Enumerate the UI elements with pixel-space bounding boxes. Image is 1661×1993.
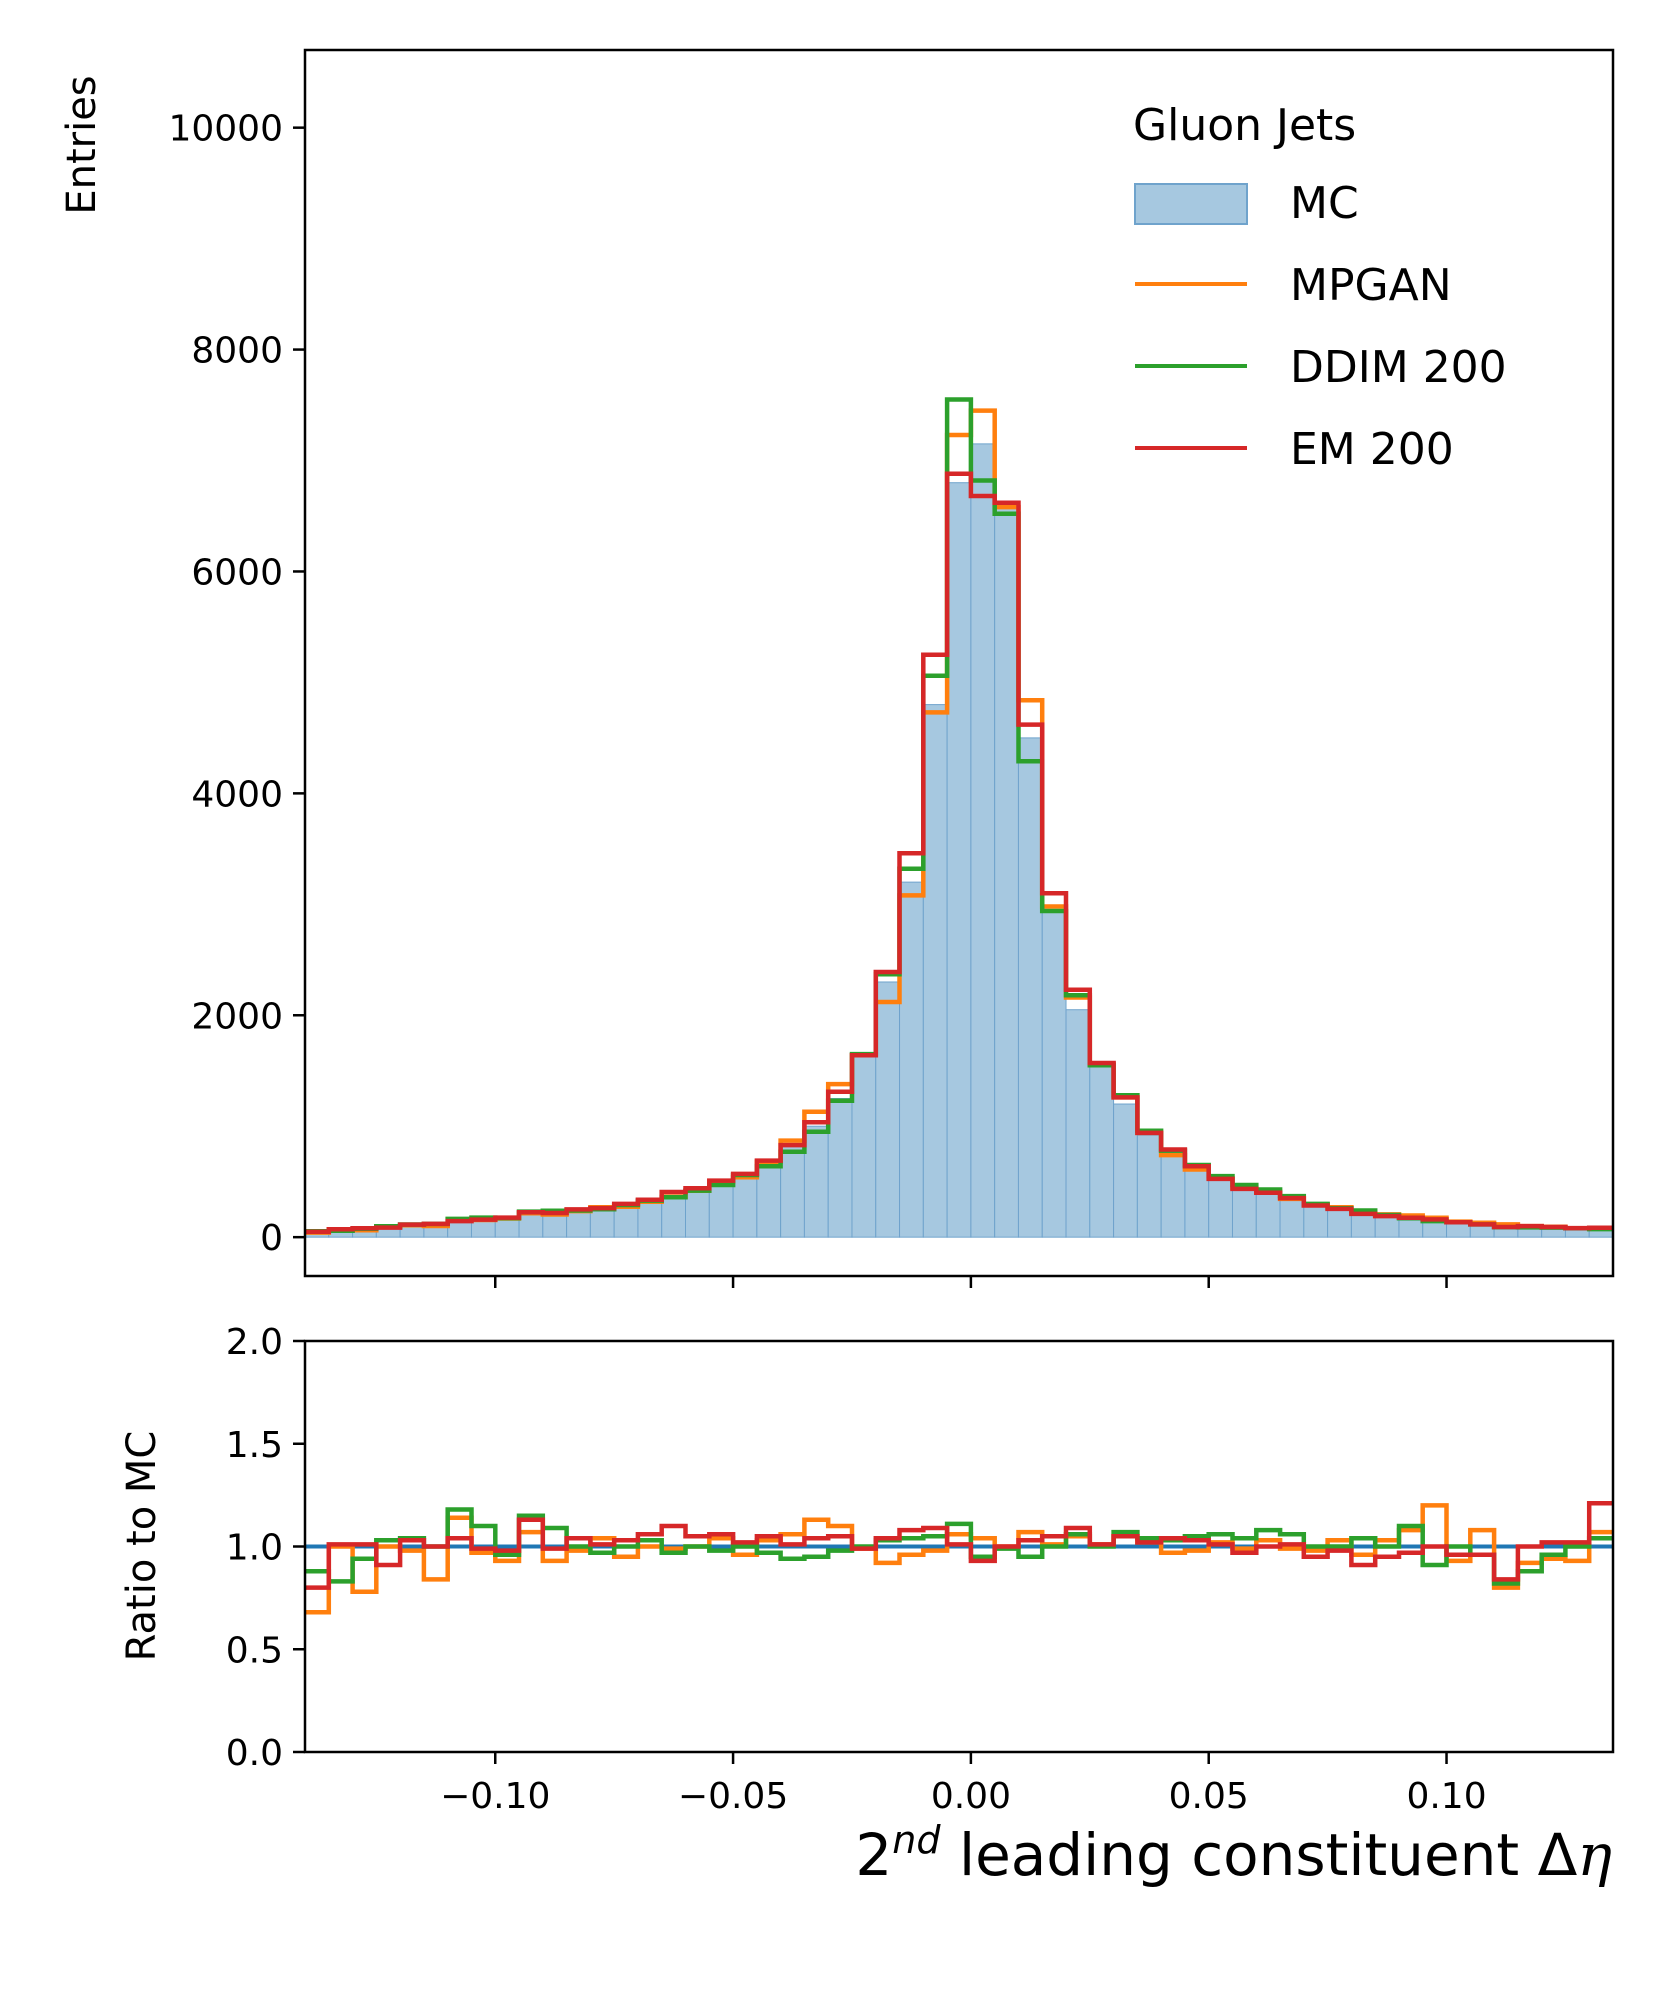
mc-histogram-bar bbox=[827, 1097, 853, 1238]
x-tick-label: 0.10 bbox=[1406, 1776, 1486, 1817]
ratio-y-ticks: 0.0 0.5 1.0 1.5 2.0 bbox=[226, 1322, 305, 1774]
ratio-plot-area bbox=[305, 1501, 1613, 1615]
mc-histogram-bar bbox=[1255, 1192, 1281, 1238]
mc-histogram-bar bbox=[613, 1204, 639, 1238]
y-tick-label: 0 bbox=[260, 1218, 283, 1259]
mc-histogram-bar bbox=[803, 1125, 829, 1238]
mc-histogram-bar bbox=[899, 881, 924, 1238]
mc-histogram-bar bbox=[589, 1207, 615, 1238]
y-tick-label: 4000 bbox=[191, 774, 283, 815]
y-tick-label: 8000 bbox=[191, 331, 283, 372]
y-tick-label: 10000 bbox=[168, 109, 283, 150]
mc-histogram-bar bbox=[1017, 737, 1043, 1238]
mc-histogram-bar bbox=[1065, 1009, 1091, 1238]
x-tick-label: 0.00 bbox=[931, 1776, 1011, 1817]
ratio-line-mpgan bbox=[305, 1503, 1613, 1615]
legend-label-mpgan: MPGAN bbox=[1290, 260, 1452, 311]
mc-histogram-bar bbox=[922, 704, 948, 1238]
mc-histogram-bar bbox=[1208, 1178, 1233, 1238]
main-y-axis-label: Entries bbox=[59, 75, 105, 214]
mc-histogram-bar bbox=[1041, 909, 1067, 1238]
mc-histogram-bar bbox=[1231, 1186, 1257, 1238]
mc-histogram-bar bbox=[946, 482, 972, 1238]
y-tick-label: 2.0 bbox=[226, 1322, 283, 1363]
y-tick-label: 2000 bbox=[191, 996, 283, 1037]
ratio-y-axis-label: Ratio to MC bbox=[119, 1431, 165, 1662]
mc-histogram-bar bbox=[994, 504, 1019, 1238]
mc-histogram-bar bbox=[447, 1221, 472, 1238]
main-plot-area bbox=[305, 397, 1613, 1238]
y-tick-label: 0.0 bbox=[226, 1733, 283, 1774]
legend-title: Gluon Jets bbox=[1133, 100, 1356, 151]
mc-histogram-bar bbox=[1303, 1203, 1329, 1238]
x-tick-label: −0.05 bbox=[678, 1776, 788, 1817]
mc-histogram-bar bbox=[518, 1214, 544, 1238]
mc-histogram-bar bbox=[780, 1145, 805, 1238]
main-y-ticks: 0 2000 4000 6000 8000 10000 bbox=[168, 109, 305, 1259]
mc-histogram-bar bbox=[1136, 1134, 1162, 1238]
mc-histogram-bar bbox=[708, 1183, 734, 1238]
mc-histogram-bar bbox=[732, 1174, 758, 1238]
mc-histogram-bar bbox=[1113, 1103, 1138, 1238]
mc-histogram-bar bbox=[1279, 1197, 1305, 1238]
series-line-em200 bbox=[305, 471, 1613, 1235]
legend-swatch-mc bbox=[1134, 183, 1248, 225]
x-tick-label: 0.05 bbox=[1169, 1776, 1249, 1817]
mc-histogram-bar bbox=[970, 443, 996, 1238]
ratio-panel: 0.0 0.5 1.0 1.5 2.0 −0.10 −0.05 0.00 0.05 0.10 R… bbox=[119, 1322, 1615, 1889]
mc-histogram-bar bbox=[851, 1053, 877, 1238]
y-tick-label: 1.0 bbox=[226, 1528, 283, 1569]
mc-histogram-bar bbox=[1184, 1167, 1210, 1238]
legend-label-em200: EM 200 bbox=[1290, 424, 1454, 475]
x-axis-label: 2nd leading constituent Δη bbox=[855, 1818, 1612, 1889]
mc-histogram-bar bbox=[1089, 1064, 1115, 1238]
y-tick-label: 0.5 bbox=[226, 1630, 283, 1671]
mc-histogram-bar bbox=[1160, 1152, 1186, 1238]
mc-histogram-bar bbox=[566, 1210, 591, 1238]
y-tick-label: 6000 bbox=[191, 552, 283, 593]
mc-histogram-bar bbox=[875, 981, 901, 1238]
legend-label-mc: MC bbox=[1290, 178, 1359, 229]
main-histogram-panel: 0 2000 4000 6000 8000 10000 Entries Gluon Jet… bbox=[59, 48, 1615, 1288]
main-axes-frame bbox=[303, 48, 1615, 1278]
y-tick-label: 1.5 bbox=[226, 1425, 283, 1466]
mc-histogram-bar bbox=[637, 1201, 663, 1238]
ratio-line-em200 bbox=[305, 1501, 1613, 1590]
legend-label-ddim200: DDIM 200 bbox=[1290, 342, 1507, 393]
mc-histogram-bar bbox=[1327, 1207, 1352, 1238]
ratio-line-ddim200 bbox=[305, 1507, 1613, 1586]
mc-histogram-bar bbox=[685, 1190, 710, 1238]
ratio-x-ticks: −0.10 −0.05 0.00 0.05 0.10 bbox=[440, 1752, 1487, 1817]
mc-histogram-bar bbox=[756, 1163, 782, 1238]
main-x-ticks bbox=[494, 1276, 1448, 1288]
x-tick-label: −0.10 bbox=[440, 1776, 550, 1817]
mc-histogram-bar bbox=[661, 1195, 687, 1238]
legend: Gluon Jets MC MPGAN DDIM 200 EM 200 bbox=[1133, 100, 1507, 475]
